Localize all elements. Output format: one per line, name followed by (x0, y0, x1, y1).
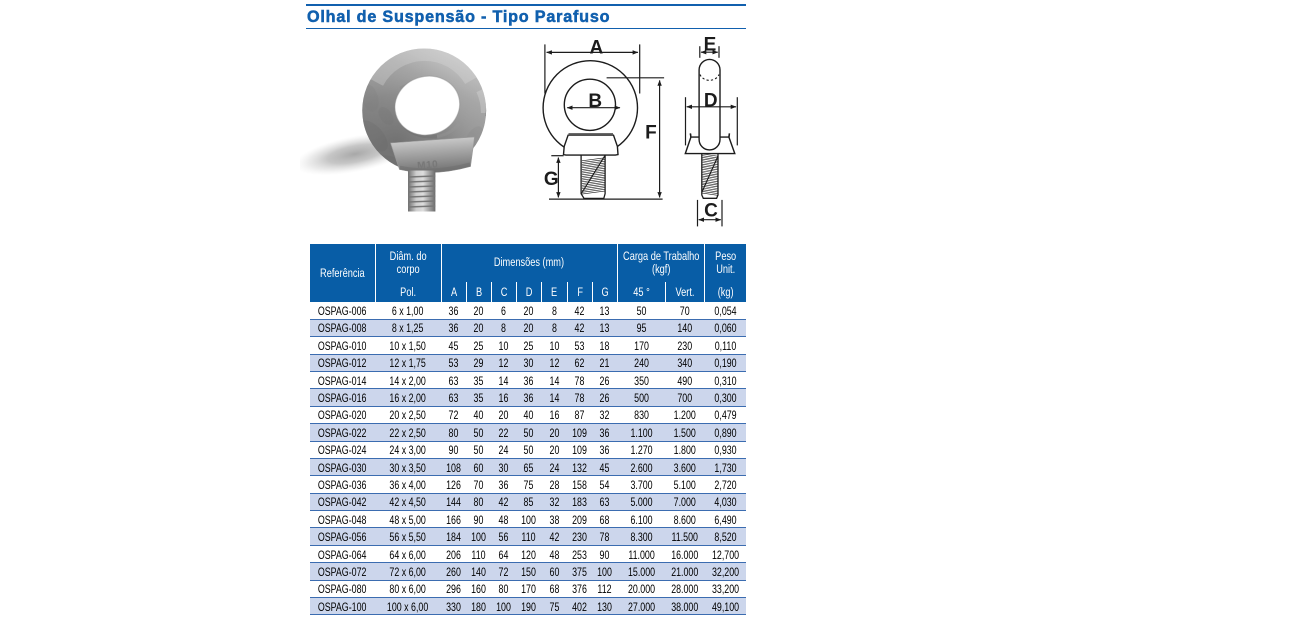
svg-text:F: F (645, 123, 657, 144)
svg-text:C: C (704, 201, 718, 222)
svg-text:B: B (588, 91, 602, 112)
svg-text:D: D (704, 90, 718, 111)
svg-text:G: G (544, 169, 559, 190)
svg-text:E: E (704, 34, 717, 55)
svg-text:M10: M10 (417, 159, 439, 172)
svg-text:A: A (590, 37, 604, 58)
